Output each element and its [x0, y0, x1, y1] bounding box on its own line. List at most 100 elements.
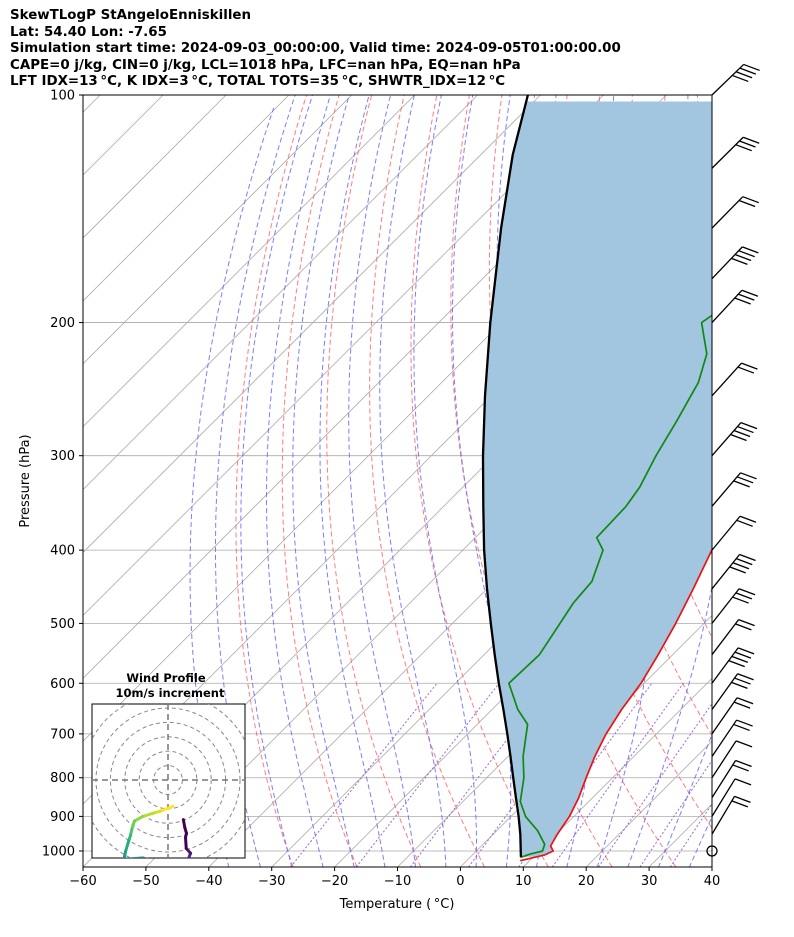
isotherm-line: [83, 95, 478, 491]
moist-adiabat: [720, 95, 794, 868]
x-tick-label: −60: [69, 874, 96, 889]
barb-staff: [711, 588, 740, 624]
barb-flag: [737, 366, 755, 374]
barb-flag: [732, 562, 750, 570]
barb-flag: [731, 800, 749, 808]
hodograph-plot: [92, 704, 245, 864]
wind-barb: [711, 63, 760, 96]
hodograph-segment: [122, 856, 127, 858]
axes: −60 −50 −40 −30 −20 −10 0 10 20 30 40 100 200 300 400 5…: [42, 89, 720, 890]
barb-staff: [711, 422, 742, 457]
moist-adiabat: [452, 95, 512, 867]
moist-adiabat: [319, 95, 386, 867]
barb-flag: [737, 647, 755, 655]
isotherm-line: [83, 95, 227, 239]
hodograph-segment: [181, 818, 187, 830]
x-tick-label: −20: [321, 874, 348, 889]
barb-flag: [741, 289, 759, 297]
barb-staff: [711, 619, 740, 656]
barb-staff: [711, 196, 744, 229]
barb-staff: [711, 362, 742, 397]
mixing-ratio-line: [669, 803, 712, 867]
cin-shaded-area: [483, 101, 712, 857]
wind-barb: [711, 697, 754, 735]
x-tick-label: −10: [384, 874, 411, 889]
isotherm-line: [83, 95, 290, 302]
barb-flag: [731, 655, 749, 663]
hodograph-title: Wind Profile: [126, 671, 206, 685]
hodograph-segment: [187, 857, 189, 858]
y-tick-label: 300: [50, 449, 75, 464]
hodograph-segment: [141, 811, 156, 818]
barb-flag: [732, 74, 749, 83]
wind-barb: [711, 588, 756, 624]
hodograph-segment: [160, 862, 170, 864]
isotherm-line: [83, 95, 604, 616]
location-line: Lat: 54.40 Lon: -7.65: [10, 24, 167, 40]
barb-flag: [742, 246, 759, 254]
barb-staff: [711, 554, 741, 590]
barb-flag: [738, 293, 755, 301]
barb-flag: [729, 566, 746, 574]
barb-flag: [736, 697, 754, 705]
dry-adiabat: [730, 95, 794, 867]
x-tick-label: 0: [456, 874, 464, 889]
y-tick-label: 500: [50, 617, 75, 632]
mixing-ratio-line: [355, 682, 500, 867]
barb-flag: [735, 144, 752, 152]
barb-flag: [741, 362, 758, 370]
moist-adiabat: [240, 95, 313, 867]
moist-adiabat: [189, 107, 275, 867]
calm-circle: [706, 845, 718, 857]
barb-flag: [736, 558, 753, 566]
hodograph-subtitle: 10m/s increment: [116, 686, 225, 700]
x-tick-label: 20: [578, 874, 595, 889]
barb-flag: [732, 596, 749, 604]
barb-flag: [738, 619, 755, 627]
barb-staff: [711, 289, 743, 324]
barb-flag: [734, 795, 751, 803]
barb-staff: [711, 697, 738, 735]
barb-staff: [711, 719, 738, 757]
dry-adiabat: [763, 95, 794, 867]
x-tick-label: −40: [195, 874, 222, 889]
barb-flag: [735, 759, 752, 768]
hodograph-segment: [170, 862, 176, 864]
isotherm-line: [83, 95, 541, 554]
barb-flag: [738, 588, 756, 596]
x-tick-label: 10: [515, 874, 532, 889]
barb-flag: [738, 250, 755, 258]
wind-barb: [711, 196, 760, 229]
barb-staff: [711, 796, 736, 835]
barb-flag: [739, 515, 757, 523]
barb-flag: [735, 592, 753, 600]
barb-flag: [743, 63, 760, 72]
wind-barb: [711, 740, 753, 779]
barb-flag: [739, 553, 756, 562]
mixing-ratio-line: [551, 683, 684, 867]
barb-staff: [711, 136, 744, 169]
y-axis-label: Pressure (hPa): [18, 434, 33, 527]
barb-flag: [732, 764, 749, 772]
mixing-ratio-line: [290, 682, 438, 867]
params-line: CAPE=0 j/kg, CIN=0 j/kg, LCL=1018 hPa, L…: [10, 57, 521, 73]
times-line: Simulation start time: 2024-09-03_00:00:…: [10, 41, 621, 57]
y-tick-label: 1000: [42, 844, 75, 859]
plot-area: [83, 95, 794, 868]
barb-staff: [711, 515, 741, 551]
barb-staff: [711, 63, 745, 96]
barb-flag: [737, 673, 754, 681]
isotherm-line: [775, 95, 794, 867]
x-tick-label: 40: [704, 874, 721, 889]
barb-flag: [737, 425, 754, 434]
barb-flag: [733, 701, 751, 709]
moist-adiabat: [413, 95, 477, 867]
wind-barb: [711, 619, 755, 656]
barb-flag: [736, 476, 754, 484]
barb-flag: [740, 472, 757, 480]
barb-staff: [711, 740, 737, 779]
parcel-path-line: [481, 95, 530, 857]
isotherm-line: [83, 95, 353, 365]
barb-flag: [731, 257, 748, 265]
